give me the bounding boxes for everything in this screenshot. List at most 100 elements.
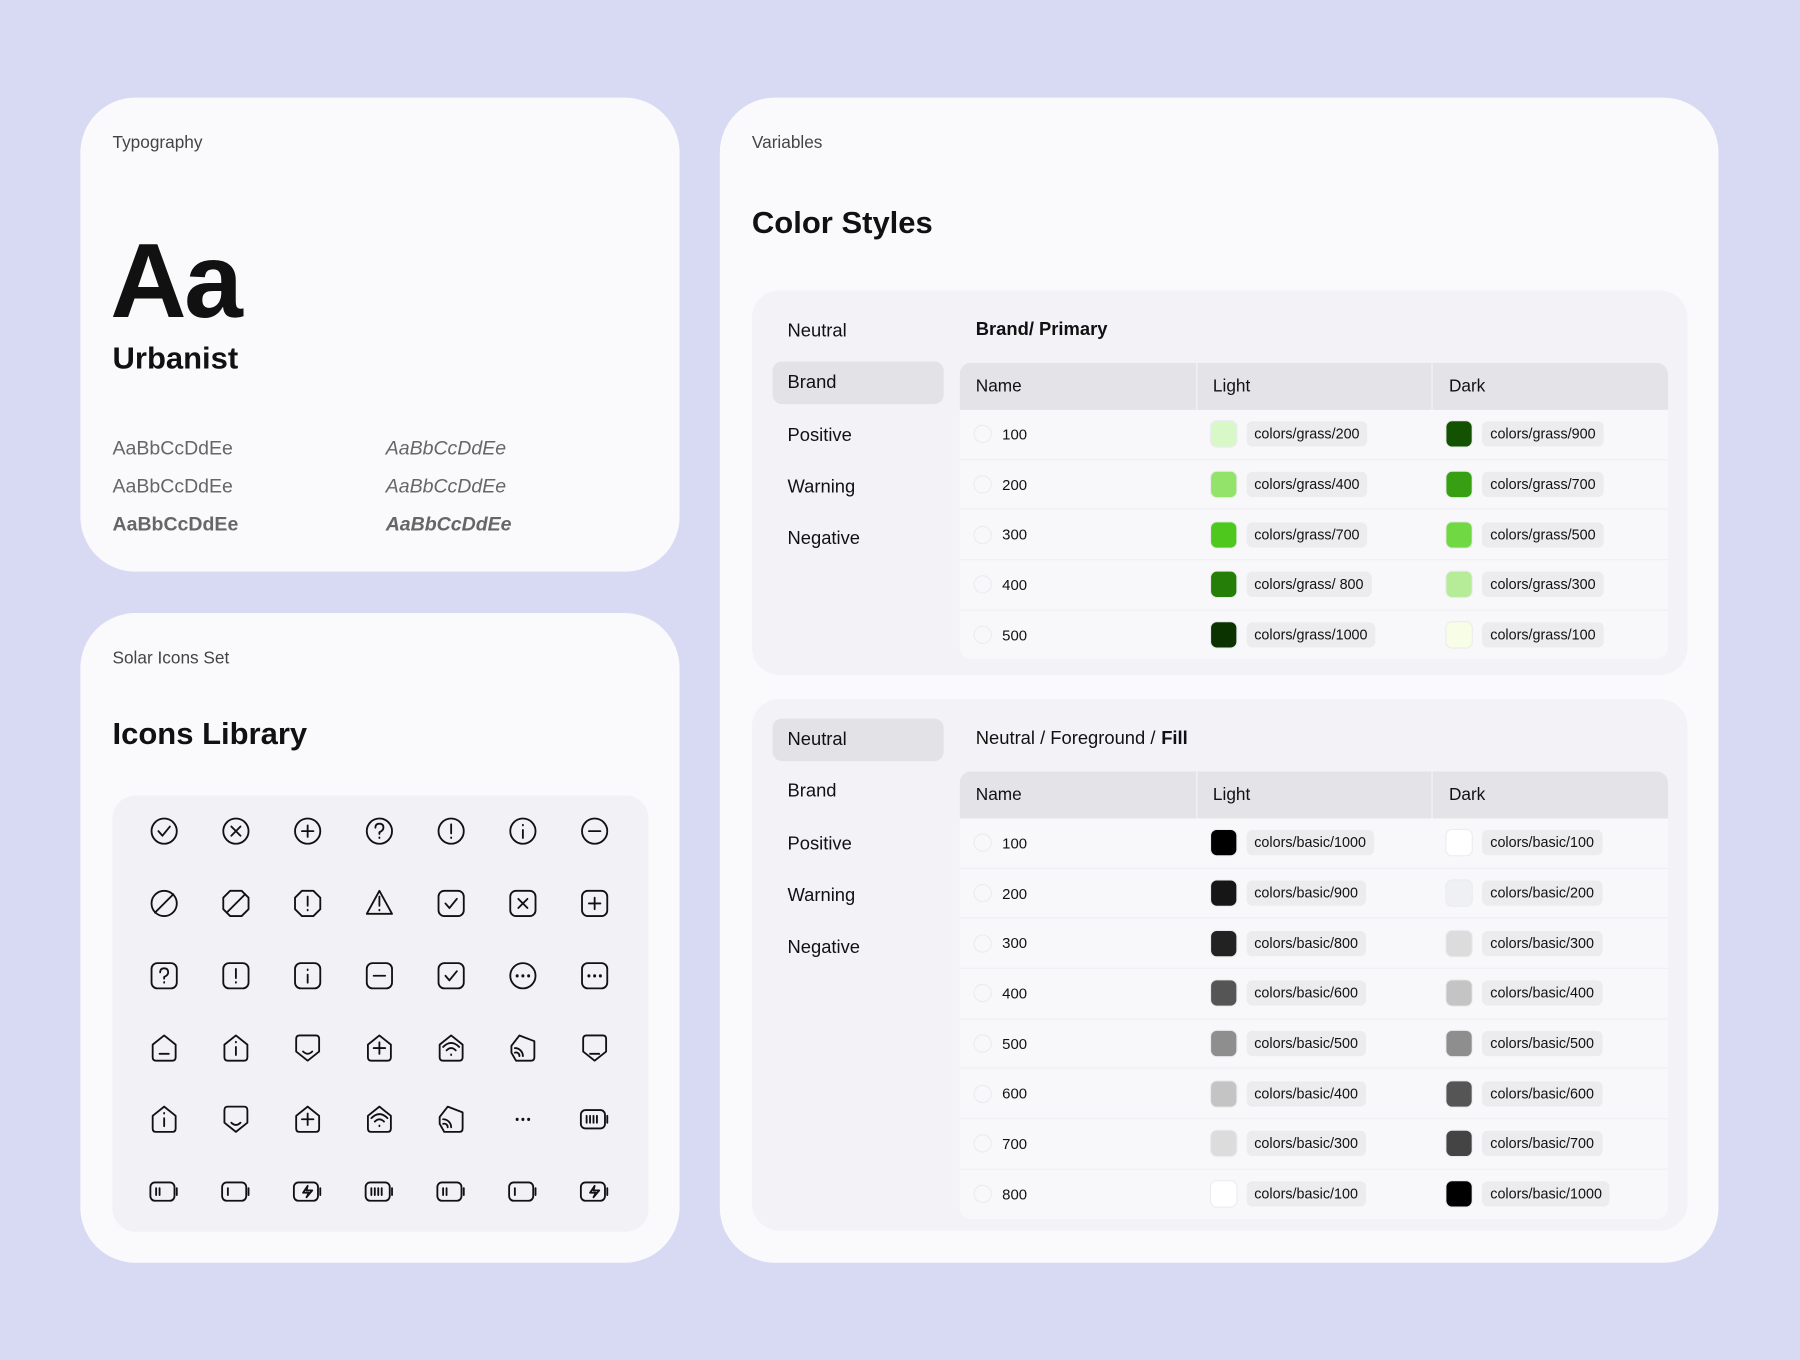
- category-tab[interactable]: Neutral: [772, 718, 944, 762]
- icon[interactable]: [294, 817, 322, 845]
- icon[interactable]: [150, 889, 178, 917]
- icon[interactable]: [510, 1034, 536, 1062]
- icon[interactable]: [436, 1181, 465, 1202]
- icon[interactable]: [437, 817, 465, 845]
- icon[interactable]: [581, 817, 609, 845]
- icon-grid: [112, 795, 649, 1232]
- icon[interactable]: [365, 962, 393, 990]
- variables-card: Variables Color Styles Neutral Brand Posit…: [719, 97, 1719, 1263]
- row-name: 100: [1002, 425, 1028, 443]
- dark-cell: colors/basic/200: [1432, 879, 1668, 907]
- icon[interactable]: [364, 1181, 393, 1202]
- token-pill: colors/grass/400: [1246, 471, 1368, 498]
- icon[interactable]: [222, 817, 250, 845]
- icon[interactable]: [509, 817, 537, 845]
- icon-stroke: [444, 970, 458, 982]
- light-cell: colors/grass/ 800: [1196, 571, 1432, 599]
- icon-stroke: [364, 1181, 391, 1202]
- icon-stroke: [151, 1105, 177, 1133]
- icon[interactable]: [221, 1181, 250, 1202]
- icon[interactable]: [295, 1034, 321, 1062]
- color-swatch: [1209, 470, 1238, 499]
- category-tab[interactable]: Warning: [787, 886, 856, 906]
- dark-cell: colors/basic/300: [1432, 929, 1668, 958]
- token-pill: colors/basic/800: [1246, 930, 1366, 956]
- icon[interactable]: [222, 962, 250, 990]
- icon[interactable]: [295, 1105, 321, 1133]
- icon[interactable]: [365, 817, 393, 845]
- icon-stroke: [300, 824, 315, 838]
- icon[interactable]: [437, 962, 465, 990]
- icon[interactable]: [151, 1034, 177, 1062]
- icon[interactable]: [438, 1034, 464, 1062]
- icon[interactable]: [294, 962, 322, 990]
- icon-stroke: [223, 1034, 249, 1062]
- name-cell: 300: [960, 934, 1196, 953]
- light-cell: colors/grass/700: [1196, 520, 1432, 549]
- color-swatch: [1209, 1180, 1238, 1208]
- name-cell: 500: [960, 625, 1196, 645]
- color-swatch: [1445, 829, 1474, 857]
- icon[interactable]: [222, 889, 250, 917]
- icon-stroke: [222, 962, 250, 990]
- icon-stroke: [230, 1121, 242, 1126]
- icon[interactable]: [367, 1034, 392, 1062]
- icon[interactable]: [581, 962, 609, 990]
- icon[interactable]: [508, 1181, 537, 1202]
- type-sample: Aa: [110, 222, 243, 340]
- dark-cell: colors/basic/500: [1432, 1029, 1668, 1058]
- row-icon: [973, 984, 992, 1003]
- icon-stroke: [150, 817, 178, 845]
- category-tab[interactable]: Warning: [787, 477, 856, 497]
- icon[interactable]: [437, 889, 465, 917]
- icon[interactable]: [292, 1181, 322, 1202]
- color-swatch: [1445, 1079, 1474, 1108]
- icon[interactable]: [365, 889, 393, 915]
- name-cell: 200: [960, 475, 1196, 494]
- icon-stroke: [438, 1105, 464, 1133]
- color-swatch: [1445, 571, 1474, 599]
- icon-stroke: [230, 825, 242, 837]
- icon[interactable]: [367, 1105, 392, 1133]
- icon[interactable]: [150, 817, 178, 845]
- category-tab[interactable]: Brand: [772, 361, 944, 405]
- type-specimen: AaBbCcDdEe: [385, 437, 507, 460]
- icon[interactable]: [223, 1034, 249, 1062]
- icon[interactable]: [150, 962, 178, 990]
- table-row: 100 colors/basic/1000 colors/basic/100: [960, 818, 1668, 867]
- icon[interactable]: [581, 889, 609, 917]
- row-icon: [973, 475, 992, 494]
- icon-stroke: [302, 1050, 314, 1055]
- icon[interactable]: [509, 889, 537, 917]
- category-tab[interactable]: Negative: [787, 938, 861, 958]
- table-body: 100 colors/grass/200 colors/grass/900 200 co…: [959, 410, 1668, 660]
- icon-stroke: [295, 1105, 321, 1133]
- category-tab[interactable]: Positive: [787, 834, 852, 854]
- icon[interactable]: [579, 1109, 609, 1130]
- panel-heading: Neutral / Foreground / Fill: [976, 729, 1194, 750]
- type-specimen: AaBbCcDdEe: [385, 513, 512, 535]
- category-tab[interactable]: Brand: [787, 782, 837, 802]
- icon[interactable]: [509, 962, 537, 990]
- heading-part: Fill: [1161, 728, 1188, 749]
- token-pill: colors/basic/700: [1482, 1131, 1602, 1157]
- icon[interactable]: [582, 1034, 608, 1062]
- icon-stroke: [517, 897, 529, 909]
- row-icon: [973, 883, 992, 903]
- icon[interactable]: [223, 1105, 249, 1133]
- token-pill: colors/grass/100: [1482, 622, 1604, 648]
- icon[interactable]: [294, 889, 322, 917]
- icon[interactable]: [579, 1181, 609, 1202]
- token-pill: colors/basic/500: [1482, 1030, 1602, 1057]
- icon[interactable]: [149, 1181, 178, 1202]
- light-cell: colors/basic/500: [1196, 1029, 1432, 1058]
- icon-stroke: [437, 817, 465, 845]
- icon-stroke: [581, 962, 609, 990]
- icon[interactable]: [151, 1105, 177, 1133]
- icon-stroke: [581, 889, 609, 917]
- icon[interactable]: [438, 1105, 464, 1133]
- category-tab[interactable]: Neutral: [787, 321, 847, 341]
- category-tab[interactable]: Positive: [787, 425, 852, 445]
- category-tab[interactable]: Negative: [787, 529, 861, 549]
